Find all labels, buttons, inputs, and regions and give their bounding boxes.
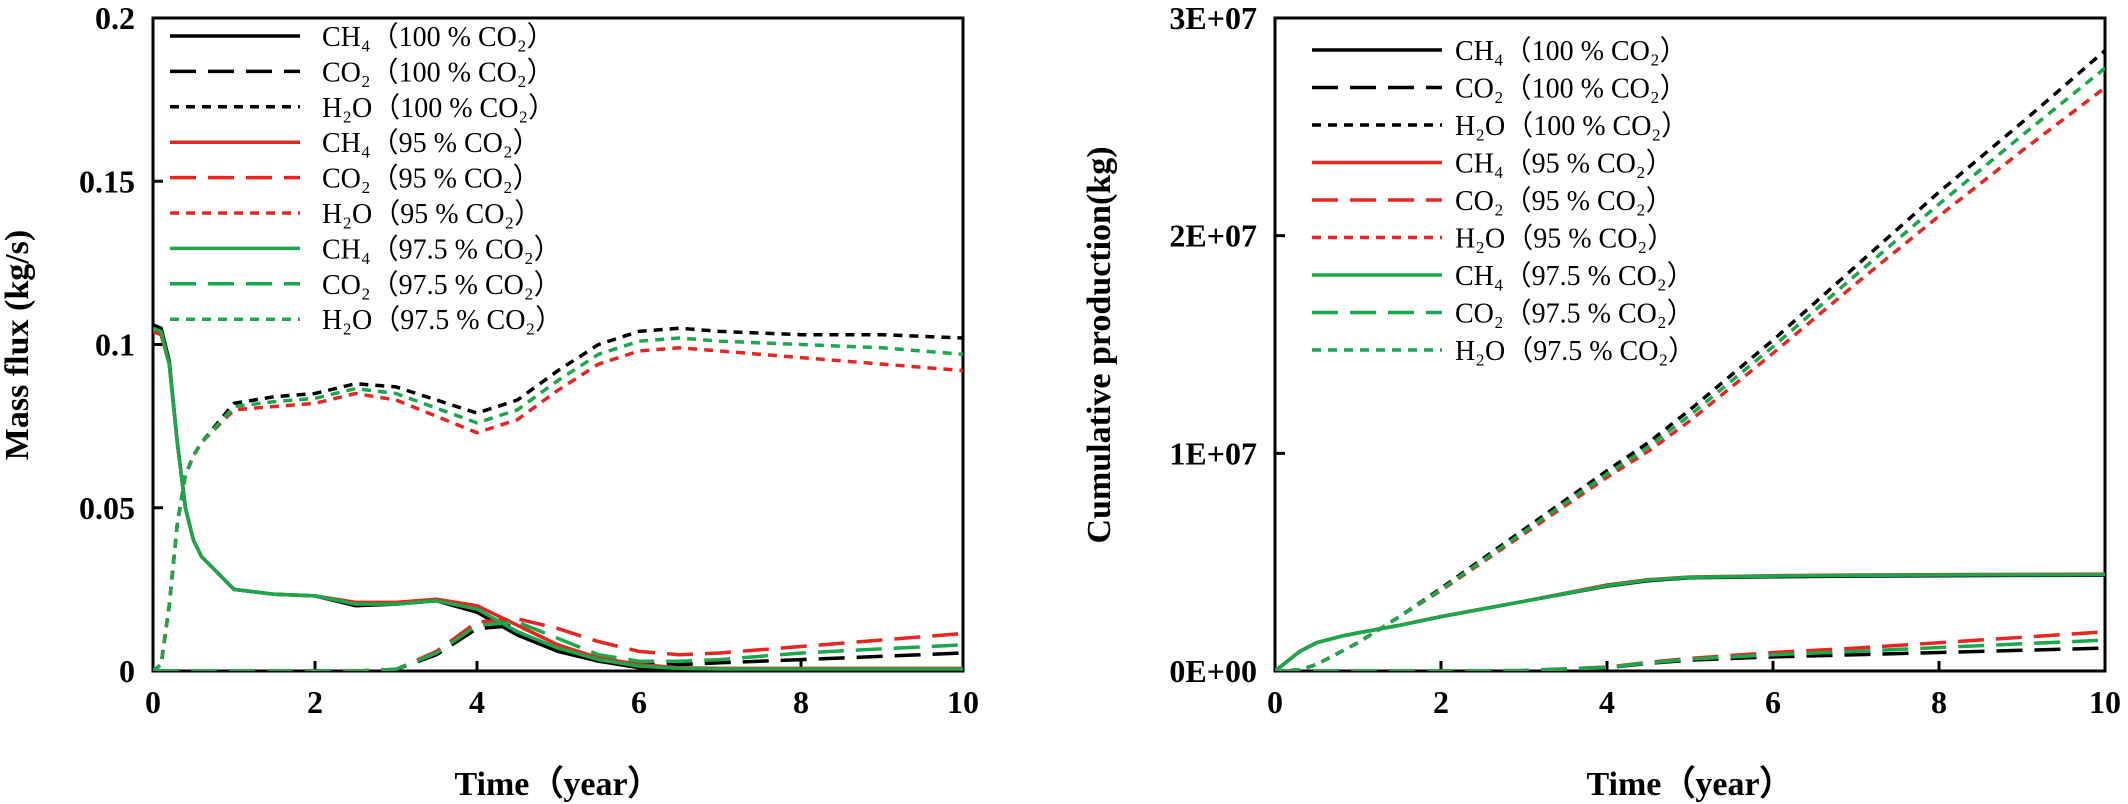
plot-frame [151,16,965,673]
x-tick-label: 4 [1599,684,1615,720]
x-tick-label: 10 [2089,684,2121,720]
x-tick-label: 6 [631,684,647,720]
chart-2: 0 2 4 6 8 10 0E+00 1E+07 2E+07 3E+07 Time（year） Cum… [1081,0,2121,803]
plot-frame [1273,16,2107,673]
y-tick-label: 0 [119,653,135,689]
series-line-2 [153,623,963,671]
legend-label: CO₂（100 % CO₂） [1455,73,1688,105]
y-tick-label: 0.15 [79,163,135,199]
x-axis-title: Time（year） [1586,764,1793,803]
legend-label: H₂O（97.5 % CO₂） [1455,335,1696,367]
y-tick-label: 0.1 [95,327,135,363]
series-line-2 [1275,646,2105,671]
legend-label: CO₂（95 % CO₂） [1455,185,1674,217]
y-tick-label: 2E+07 [1169,218,1257,254]
legend-label: H₂O（100 % CO₂） [1455,110,1689,142]
x-axis-title: Time（year） [454,764,661,803]
series-line-1 [1275,573,2105,671]
series-line-6 [153,346,963,671]
x-tick-label: 0 [1267,684,1283,720]
series-line-5 [153,617,963,671]
legend-label: CH₄（95 % CO₂） [322,127,541,159]
y-tick-label: 1E+07 [1169,435,1257,471]
legend-label: CH₄（97.5 % CO₂） [322,233,562,265]
chart-1: 0 2 4 6 8 10 0 0.05 0.1 0.15 0.2 Time（year） Mass flu… [0,0,979,803]
legend-label: CO₂（97.5 % CO₂） [322,269,562,301]
y-axis-title: Mass flux (kg/s) [0,230,36,460]
x-tick-label: 4 [469,684,485,720]
x-tick-label: 8 [1931,684,1947,720]
legend-label: CO₂（95 % CO₂） [322,163,541,195]
x-tick-label: 0 [145,684,161,720]
series-line-8 [1275,638,2105,671]
y-axis-title: Cumulative production(kg) [1081,146,1118,543]
legend-label: H₂O（100 % CO₂） [322,92,556,124]
x-tick-label: 2 [1433,684,1449,720]
series-line-4 [1275,572,2105,671]
series-group [153,323,963,671]
legend-label: CH₄（97.5 % CO₂） [1455,260,1695,292]
legend-label: CO₂（100 % CO₂） [322,56,555,88]
y-tick-label: 0.05 [79,490,135,526]
legend-label: CH₄（95 % CO₂） [1455,148,1674,180]
legend-label: CO₂（97.5 % CO₂） [1455,298,1695,330]
legend-label: H₂O（95 % CO₂） [322,198,542,230]
legend-label: H₂O（95 % CO₂） [1455,223,1675,255]
series-line-8 [153,620,963,671]
legend-label: CH₄（100 % CO₂） [322,21,555,53]
x-tick-label: 10 [947,684,979,720]
series-line-1 [153,323,963,671]
y-tick-label: 0.2 [95,0,135,36]
legend: CH₄（100 % CO₂） CO₂（100 % CO₂） H₂O（100 % CO… [1312,35,1696,367]
series-line-7 [1275,572,2105,671]
legend-label: H₂O（97.5 % CO₂） [322,304,563,336]
x-tick-label: 2 [307,684,323,720]
series-line-9 [153,336,963,671]
legend-label: CH₄（100 % CO₂） [1455,35,1688,67]
series-line-9 [1275,66,2105,671]
y-tick-label: 0E+00 [1169,653,1257,689]
x-tick-label: 6 [1765,684,1781,720]
series-group [1275,49,2105,671]
y-tick-label: 3E+07 [1169,0,1257,36]
series-line-6 [1275,86,2105,671]
x-tick-label: 8 [793,684,809,720]
legend: CH₄（100 % CO₂）CO₂（100 % CO₂） H₂O（100 % CO… [170,21,563,336]
series-line-7 [153,326,963,671]
